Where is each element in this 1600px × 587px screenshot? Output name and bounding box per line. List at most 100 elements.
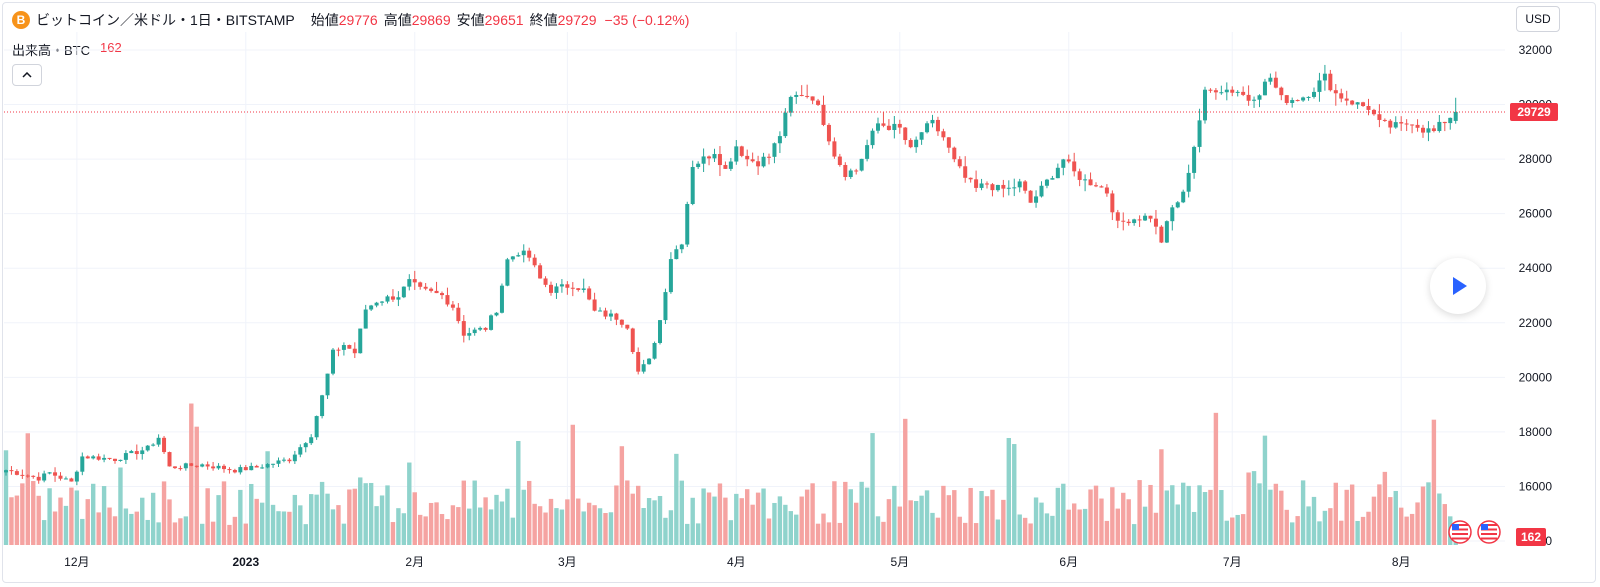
candle-body bbox=[930, 119, 935, 124]
candle bbox=[374, 301, 379, 308]
volume-bar bbox=[706, 492, 712, 545]
volume-bar bbox=[646, 498, 652, 545]
candle bbox=[1415, 119, 1420, 132]
volume-bar bbox=[919, 495, 924, 545]
volume-bar bbox=[47, 488, 52, 545]
candle bbox=[1050, 175, 1055, 180]
candle-body bbox=[265, 464, 270, 468]
candle bbox=[1055, 163, 1060, 179]
candle-body bbox=[172, 466, 177, 469]
volume-bar bbox=[548, 498, 554, 545]
candle-body bbox=[211, 466, 216, 469]
candle-body bbox=[31, 475, 36, 477]
volume-bar bbox=[134, 511, 139, 545]
volume-bar bbox=[1202, 492, 1208, 545]
volume-bar bbox=[1082, 508, 1088, 545]
candle-body bbox=[630, 328, 635, 352]
candle-body bbox=[750, 159, 755, 162]
volume-bar bbox=[172, 522, 178, 545]
symbol-title[interactable]: ビットコイン／米ドル・1日・BITSTAMP bbox=[36, 12, 295, 28]
volume-bar bbox=[456, 507, 461, 545]
volume-bar bbox=[319, 481, 325, 545]
collapse-legend-button[interactable] bbox=[12, 64, 42, 86]
volume-bar bbox=[679, 480, 684, 545]
volume-bar bbox=[1415, 502, 1420, 545]
candle-body bbox=[532, 257, 537, 266]
volume-bar bbox=[608, 512, 614, 545]
x-tick-label: 3月 bbox=[558, 555, 577, 569]
candle-body bbox=[570, 287, 575, 289]
volume-bar bbox=[210, 521, 216, 545]
volume-bar bbox=[717, 483, 723, 545]
volume-bar bbox=[140, 497, 145, 545]
candle bbox=[1268, 73, 1273, 85]
volume-bar bbox=[543, 512, 548, 545]
currency-button[interactable]: USD bbox=[1516, 6, 1560, 32]
candle bbox=[859, 158, 864, 172]
candle-body bbox=[232, 469, 237, 473]
candle-body bbox=[1448, 117, 1453, 124]
candle-body bbox=[1088, 179, 1093, 186]
volume-bar bbox=[1224, 520, 1229, 545]
candle-body bbox=[1175, 202, 1180, 208]
volume-bar bbox=[227, 524, 232, 545]
flag-canton bbox=[1452, 524, 1459, 530]
candle-body bbox=[1355, 102, 1360, 105]
candle bbox=[1393, 116, 1398, 129]
candle bbox=[25, 474, 30, 478]
volume-bar bbox=[1033, 497, 1039, 545]
candle-body bbox=[227, 469, 232, 471]
candle bbox=[102, 454, 107, 463]
candle bbox=[881, 111, 886, 128]
candle-body bbox=[1148, 215, 1153, 219]
candle bbox=[331, 348, 335, 376]
candle-body bbox=[1350, 100, 1355, 105]
volume-bar bbox=[74, 490, 80, 545]
play-button[interactable] bbox=[1430, 258, 1486, 314]
volume-bar bbox=[1355, 520, 1360, 545]
volume-bar bbox=[439, 514, 445, 545]
candle-body bbox=[1344, 98, 1349, 101]
candle-body bbox=[118, 459, 123, 461]
volume-bar bbox=[1322, 510, 1328, 545]
candle-body bbox=[1153, 218, 1158, 227]
candle bbox=[74, 470, 79, 486]
x-tick-label: 12月 bbox=[64, 555, 89, 569]
candle bbox=[1099, 185, 1104, 188]
candle bbox=[543, 276, 548, 288]
candle bbox=[1164, 220, 1169, 244]
volume-bar bbox=[554, 508, 559, 545]
candle bbox=[91, 454, 96, 460]
candle-body bbox=[821, 104, 826, 125]
volume-bar bbox=[1404, 516, 1409, 545]
candle-body bbox=[254, 465, 259, 468]
candle-body bbox=[663, 292, 668, 321]
candle bbox=[1235, 90, 1240, 97]
candle-body bbox=[1366, 105, 1371, 110]
candle-body bbox=[734, 146, 739, 162]
volume-bar bbox=[576, 498, 581, 545]
volume-bar bbox=[913, 501, 919, 545]
candle-body bbox=[167, 452, 172, 467]
flag-stripe bbox=[1452, 528, 1468, 531]
candle bbox=[527, 247, 532, 262]
candle bbox=[380, 301, 385, 306]
candle-body bbox=[314, 416, 319, 438]
candle bbox=[461, 315, 466, 343]
candle-body bbox=[565, 284, 570, 288]
volume-bar bbox=[559, 509, 565, 545]
candle bbox=[134, 444, 139, 460]
volume-bar bbox=[1077, 509, 1082, 545]
volume-bar bbox=[723, 497, 728, 545]
candle-body bbox=[58, 475, 63, 479]
candle-body bbox=[85, 456, 90, 459]
candle-body bbox=[1061, 159, 1066, 168]
volume-bar bbox=[1001, 499, 1006, 545]
y-tick-label: 32000 bbox=[1519, 43, 1553, 57]
candle bbox=[717, 146, 722, 177]
candle-body bbox=[63, 478, 68, 480]
candle bbox=[162, 435, 167, 454]
candle-body bbox=[478, 327, 483, 330]
candle bbox=[1153, 209, 1158, 235]
